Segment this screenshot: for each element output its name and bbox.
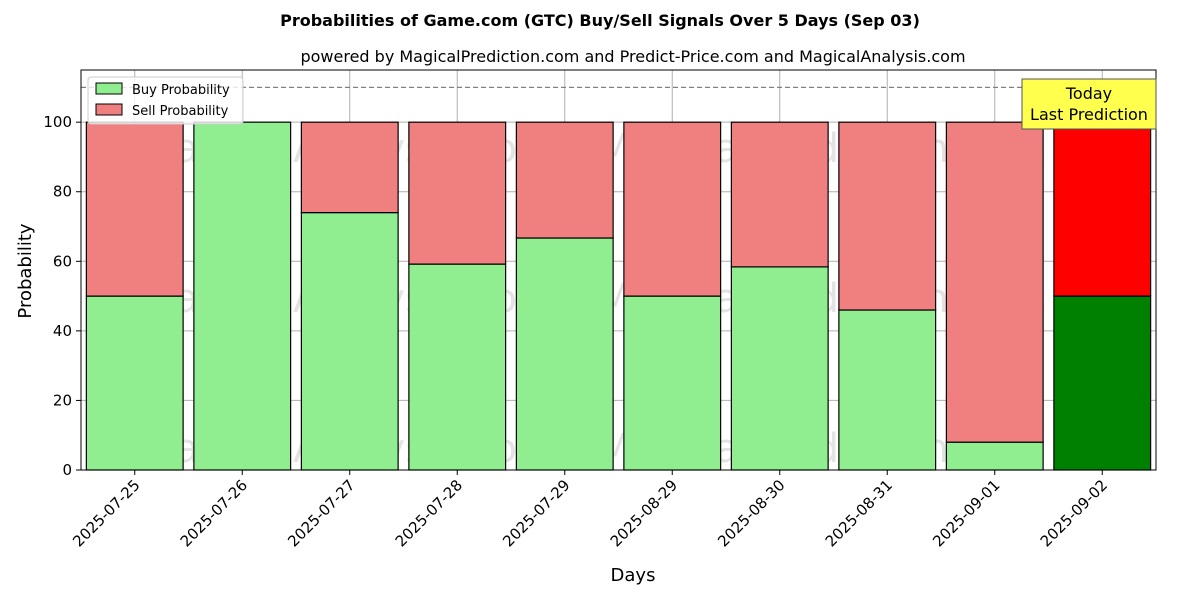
x-tick-label: 2025-07-28 <box>392 476 466 550</box>
y-axis-title: Probability <box>15 223 36 318</box>
bar-buy-2025-09-02 <box>1053 295 1152 471</box>
legend-swatch-buy <box>95 82 123 95</box>
x-tick-label: 2025-08-29 <box>607 476 681 550</box>
y-tick-label: 100 <box>43 113 72 131</box>
bar-buy-2025-07-29 <box>515 237 614 471</box>
bar-buy-2025-07-26 <box>193 121 292 471</box>
bar-sell-2025-08-31 <box>838 121 937 311</box>
y-tick-label: 80 <box>53 183 72 201</box>
x-tick-label: 2025-07-26 <box>177 476 251 550</box>
today-annotation: Today Last Prediction <box>1021 78 1157 130</box>
y-tick-label: 60 <box>53 252 72 270</box>
bar-sell-2025-09-01 <box>945 121 1044 443</box>
bar-sell-2025-09-02 <box>1053 121 1152 297</box>
plot-frame <box>80 69 1157 471</box>
bar-buy-2025-08-31 <box>838 309 937 471</box>
bar-buy-2025-07-27 <box>300 212 399 471</box>
y-tick-label: 40 <box>53 322 72 340</box>
x-tick-label: 2025-09-02 <box>1037 476 1111 550</box>
bar-buy-2025-07-25 <box>85 295 184 471</box>
bar-sell-2025-07-27 <box>300 121 399 214</box>
bar-sell-2025-08-29 <box>623 121 722 297</box>
bar-sell-2025-07-29 <box>515 121 614 239</box>
bar-buy-2025-07-28 <box>408 263 507 471</box>
x-tick-label: 2025-08-30 <box>714 476 788 550</box>
bar-sell-2025-08-30 <box>730 121 829 268</box>
x-tick-label: 2025-09-01 <box>929 476 1003 550</box>
bar-sell-2025-07-28 <box>408 121 507 265</box>
chart-title: Probabilities of Game.com (GTC) Buy/Sell… <box>280 11 920 30</box>
x-tick-label: 2025-07-25 <box>69 476 143 550</box>
bar-buy-2025-08-29 <box>623 295 722 471</box>
today-annotation-box <box>1021 78 1157 130</box>
chart-subtitle: powered by MagicalPrediction.com and Pre… <box>300 47 965 66</box>
y-tick-label: 20 <box>53 391 72 409</box>
legend: Buy Probability Sell Probability <box>87 76 244 125</box>
today-annotation-line-1: Today <box>1065 84 1112 103</box>
legend-label-sell: Sell Probability <box>132 104 229 119</box>
bar-buy-2025-08-30 <box>730 266 829 471</box>
legend-label-buy: Buy Probability <box>132 83 230 98</box>
today-annotation-line-2: Last Prediction <box>1030 105 1148 124</box>
x-axis-title: Days <box>611 565 656 586</box>
x-tick-label: 2025-08-31 <box>822 476 896 550</box>
legend-frame <box>87 76 244 125</box>
legend-swatch-sell <box>95 103 123 116</box>
bar-sell-2025-07-25 <box>85 121 184 297</box>
bar-buy-2025-09-01 <box>945 441 1044 471</box>
x-tick-label: 2025-07-29 <box>499 476 573 550</box>
bar-layer <box>85 121 1152 471</box>
y-tick-label: 0 <box>62 461 72 479</box>
x-tick-label: 2025-07-27 <box>284 476 358 550</box>
